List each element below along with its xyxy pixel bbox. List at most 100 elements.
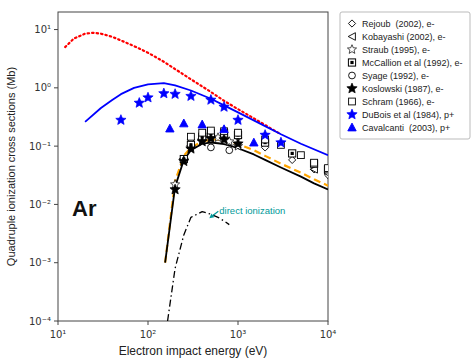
marker-shape [233,115,243,125]
data-point [325,165,328,172]
marker-shape [235,129,242,136]
series-line [168,212,230,321]
legend-label: Schram (1966), e- [362,97,435,107]
marker-shape [347,45,356,54]
marker-inner [291,152,294,155]
data-point [116,115,126,125]
marker-inner [350,61,353,64]
y-tick [54,29,58,30]
x-tick-label: 10³ [230,329,247,340]
legend-marker [348,59,355,66]
marker-shape [250,138,258,146]
marker-shape [206,133,216,143]
legend-marker [349,98,356,105]
x-tick [148,321,149,325]
data-point [197,136,207,146]
marker-shape [220,125,228,133]
marker-shape [347,83,357,93]
marker-shape [348,123,356,131]
series-points [171,133,243,189]
series-line [165,143,328,263]
x-tick [328,321,329,325]
marker-shape [226,147,233,154]
y-tick [54,321,58,322]
legend-marker [348,123,356,131]
data-point [143,92,153,102]
marker-outer [289,150,296,157]
marker-shape [325,165,328,172]
legend-marker [348,20,355,27]
marker-shape [198,120,206,128]
marker-outer [348,59,355,66]
data-point [170,184,180,194]
legend-marker [349,72,356,79]
marker-shape [208,144,215,151]
marker-shape [347,109,357,119]
legend-box [340,12,470,139]
x-tick-label: 10² [140,329,157,340]
marker-shape [208,127,215,134]
series-line [65,33,281,134]
marker-shape [349,72,356,79]
data-point [166,124,174,132]
data-point [220,125,228,133]
y-tick [54,204,58,205]
data-point [233,138,243,148]
legend-label: Syage (1992), e- [362,71,429,81]
marker-shape [143,92,153,102]
y-tick-label: 10⁻² [29,199,51,210]
data-point [208,144,215,151]
marker-shape [170,184,180,194]
data-point [170,89,180,99]
legend-marker [347,45,356,54]
x-tick-label: 10¹ [50,329,67,340]
data-point [235,129,242,136]
y-tick [54,262,58,263]
plot-frame [58,12,328,321]
legend-label: McCallion et al (1992), e- [362,58,463,68]
series-points [170,133,243,194]
marker-shape [311,159,318,166]
data-point [250,138,258,146]
x-tick [238,321,239,325]
marker-shape [276,137,286,147]
series-points [208,144,233,154]
legend-label: DuBois et al (1984), p+ [362,110,454,120]
marker-shape [170,89,180,99]
marker-shape [260,130,270,140]
data-point [298,152,305,159]
marker-shape [186,91,196,101]
data-point [134,98,144,108]
data-point [186,143,196,153]
data-point [179,156,189,166]
marker-shape [197,136,207,146]
data-point [219,134,229,144]
data-point [208,127,215,134]
marker-shape [298,152,305,159]
series-line [165,139,328,262]
data-point [186,91,196,101]
marker-shape [179,156,189,166]
annotation-arrow [209,211,218,218]
series-points [116,88,286,147]
marker-shape [219,134,229,144]
legend-label: Kobayashi (2002), e- [362,32,446,42]
data-point [198,120,206,128]
data-point [260,130,270,140]
marker-shape [349,98,356,105]
series-points [166,119,258,146]
marker-shape [233,138,243,148]
data-point [233,115,243,125]
plot-data [65,33,328,321]
series-points [188,127,328,171]
data-point [188,133,195,140]
y-tick-label: 10⁰ [34,82,51,93]
chart: 10¹10²10³10⁴10⁻⁴10⁻³10⁻²10⁻¹10⁰10¹Electr… [0,0,474,363]
y-tick [54,146,58,147]
x-tick [58,321,59,325]
data-point [311,159,318,166]
y-tick-label: 10⁻⁴ [29,316,51,327]
legend-marker [347,109,357,119]
legend-label: Rejoub (2002), e- [362,19,435,29]
marker-shape [206,95,216,105]
